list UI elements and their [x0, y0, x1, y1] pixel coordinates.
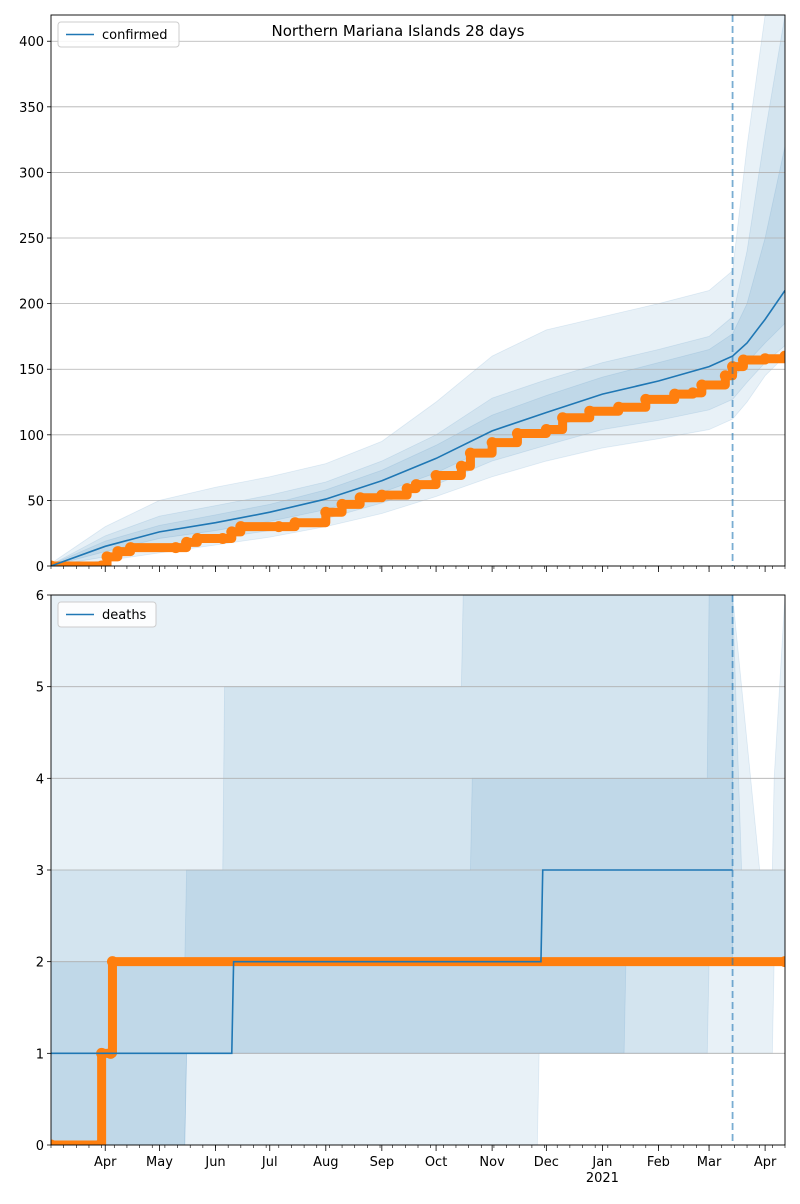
observed-point	[540, 424, 552, 436]
observed-point	[94, 1139, 106, 1145]
y-tick-label: 350	[19, 101, 44, 116]
observed-point	[125, 542, 137, 554]
legend-label: confirmed	[102, 28, 168, 43]
y-tick-label: 150	[19, 363, 44, 378]
observed-point	[410, 479, 422, 491]
observed-point	[320, 506, 332, 518]
observed-point	[273, 521, 285, 533]
observed-point	[696, 379, 708, 391]
x-tick-label: Aug	[313, 1155, 338, 1170]
y-tick-label: 6	[36, 589, 44, 604]
x-tick-label: Apr	[94, 1155, 117, 1170]
observed-point	[96, 560, 108, 566]
observed-point	[170, 542, 182, 554]
observed-point	[354, 492, 366, 504]
observed-point	[226, 526, 238, 538]
x-tick-label: Nov	[479, 1155, 505, 1170]
observed-point	[51, 1139, 57, 1145]
observed-point	[737, 354, 749, 366]
observed-point	[613, 401, 625, 413]
observed-point	[759, 353, 771, 365]
observed-point	[640, 393, 652, 405]
observed-point	[430, 469, 442, 481]
legend-box	[57, 21, 180, 48]
observed-point	[112, 546, 124, 558]
y-tick-label: 200	[19, 298, 44, 313]
x-tick-label: Dec	[534, 1155, 559, 1170]
x-tick-label: Oct	[425, 1155, 447, 1170]
model-median-line	[51, 869, 733, 1055]
y-tick-label: 400	[19, 35, 44, 50]
confirmed-panel: 0 50 100 150 200 250 300 350 400 confirmed	[19, 14, 786, 575]
observed-point	[401, 483, 413, 495]
y-tick-label: 2	[36, 956, 44, 971]
observed-point	[106, 956, 118, 968]
observed-point	[464, 447, 476, 459]
y-tick-label: 0	[36, 560, 44, 575]
observed-point	[455, 460, 467, 472]
observed-point	[191, 532, 203, 544]
y-tick-label: 100	[19, 429, 44, 444]
observed-point	[289, 517, 301, 529]
legend-label: deaths	[102, 608, 147, 623]
y-tick-label: 50	[27, 494, 44, 509]
y-tick-label: 0	[36, 1139, 44, 1154]
observed-point	[779, 956, 785, 968]
uncertainty-band-inner	[51, 146, 785, 566]
x-year-label: 2021	[586, 1171, 619, 1186]
observed-point	[486, 437, 498, 449]
observed-point	[101, 551, 113, 563]
y-tick-label: 4	[36, 772, 44, 787]
x-tick-label: Jul	[261, 1155, 278, 1170]
chart-title: Northern Mariana Islands 28 days	[272, 22, 525, 40]
observed-point	[584, 405, 596, 417]
observed-point	[779, 350, 785, 362]
uncertainty-band-outer	[51, 15, 785, 566]
x-tick-label: Jun	[204, 1155, 225, 1170]
observed-point	[511, 427, 523, 439]
observed-point	[235, 521, 247, 533]
legend: confirmed	[57, 21, 180, 48]
y-tick-label: 5	[36, 681, 44, 696]
legend-box	[57, 601, 157, 628]
y-tick-label: 1	[36, 1047, 44, 1062]
observed-point	[217, 532, 229, 544]
observed-point	[336, 498, 348, 510]
x-tick-label: May	[146, 1155, 173, 1170]
observed-point	[376, 489, 388, 501]
observed-point	[669, 388, 681, 400]
x-tick-label: Mar	[697, 1155, 722, 1170]
y-tick-label: 300	[19, 166, 44, 181]
x-tick-label: Jan	[591, 1155, 612, 1170]
observed-point	[557, 412, 569, 424]
observed-point	[687, 387, 699, 399]
observed-point	[181, 536, 193, 548]
model-median-line	[51, 290, 785, 566]
y-tick-label: 3	[36, 864, 44, 879]
x-tick-label: Apr	[754, 1155, 777, 1170]
x-tick-label: Sep	[370, 1155, 395, 1170]
deaths-panel: 0 1 2 3 4 5 6 Apr May Jun Jul Aug Sep Oct Nov Dec Jan Feb…	[36, 589, 786, 1186]
observed-point	[727, 361, 739, 373]
y-tick-label: 250	[19, 232, 44, 247]
x-tick-label: Feb	[647, 1155, 670, 1170]
legend: deaths	[57, 601, 157, 628]
observed-point	[719, 370, 731, 382]
